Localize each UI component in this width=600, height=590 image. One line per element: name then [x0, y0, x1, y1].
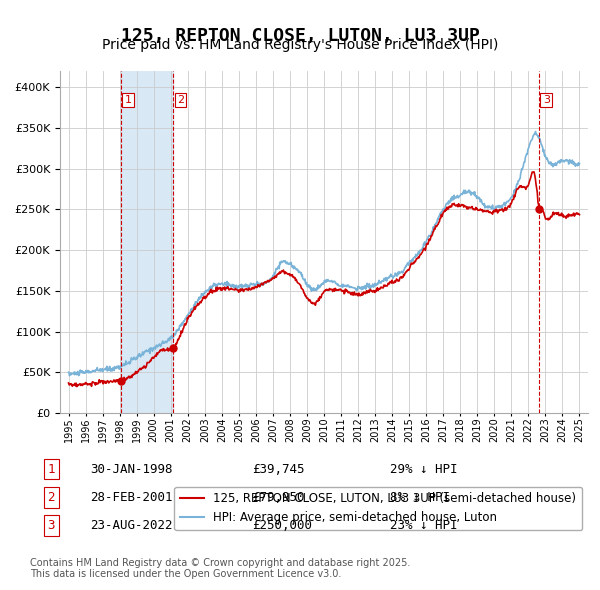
Text: Price paid vs. HM Land Registry's House Price Index (HPI): Price paid vs. HM Land Registry's House …: [102, 38, 498, 53]
Text: 1: 1: [124, 95, 131, 105]
Text: 3: 3: [542, 95, 550, 105]
Text: 28-FEB-2001: 28-FEB-2001: [90, 491, 173, 504]
Text: £79,950: £79,950: [252, 491, 305, 504]
Text: Contains HM Land Registry data © Crown copyright and database right 2025.
This d: Contains HM Land Registry data © Crown c…: [30, 558, 410, 579]
Text: £39,745: £39,745: [252, 463, 305, 476]
Legend: 125, REPTON CLOSE, LUTON, LU3 3UP (semi-detached house), HPI: Average price, sem: 125, REPTON CLOSE, LUTON, LU3 3UP (semi-…: [174, 487, 582, 530]
Bar: [121, 71, 173, 413]
Text: 2: 2: [47, 491, 55, 504]
Text: 30-JAN-1998: 30-JAN-1998: [90, 463, 173, 476]
Text: 23-AUG-2022: 23-AUG-2022: [90, 519, 173, 532]
Text: 29% ↓ HPI: 29% ↓ HPI: [390, 463, 458, 476]
Text: 1: 1: [47, 463, 55, 476]
Text: 23% ↓ HPI: 23% ↓ HPI: [390, 519, 458, 532]
Text: £250,000: £250,000: [252, 519, 312, 532]
Text: 125, REPTON CLOSE, LUTON, LU3 3UP: 125, REPTON CLOSE, LUTON, LU3 3UP: [121, 27, 479, 45]
Text: 2: 2: [177, 95, 184, 105]
Text: 8% ↓ HPI: 8% ↓ HPI: [390, 491, 450, 504]
Text: 3: 3: [47, 519, 55, 532]
